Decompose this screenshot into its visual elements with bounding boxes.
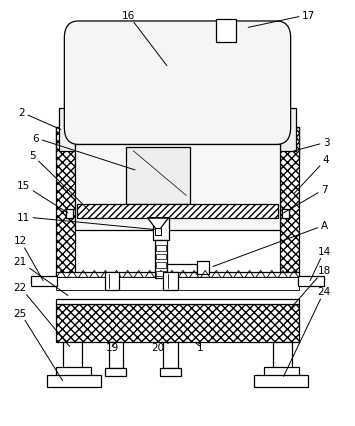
Bar [280,109,296,151]
Text: 5: 5 [29,151,89,211]
Bar [155,271,166,277]
Bar [31,277,57,286]
Bar [55,299,300,304]
Bar [163,273,178,290]
Text: 4: 4 [294,155,329,194]
Bar [217,20,236,43]
Bar [59,109,75,151]
Bar [66,209,73,219]
Bar [163,343,178,368]
Text: 1: 1 [195,342,204,352]
Text: 12: 12 [13,236,43,281]
Bar [155,263,166,268]
Text: 25: 25 [13,308,62,381]
Bar [109,343,124,368]
Bar [55,304,300,343]
Text: 22: 22 [13,282,70,347]
Text: 14: 14 [310,246,331,281]
Bar [160,368,181,377]
Bar [273,343,293,368]
Text: 24: 24 [284,287,331,377]
Bar [55,128,75,277]
Bar [55,367,91,377]
Bar [154,241,167,279]
Bar [105,273,119,290]
Bar [62,343,82,368]
FancyBboxPatch shape [64,22,291,145]
Bar [55,128,300,160]
Bar [153,217,169,241]
Bar [253,375,308,387]
Bar [167,264,197,273]
Bar [75,145,280,230]
Text: 15: 15 [17,181,68,213]
Bar [197,262,209,275]
Text: A: A [213,221,328,267]
Bar [55,278,300,290]
Text: 7: 7 [284,184,328,213]
Text: 20: 20 [152,342,170,352]
Bar [282,209,289,219]
Polygon shape [147,218,169,232]
Bar [155,246,166,251]
Text: 19: 19 [105,342,119,352]
Text: 21: 21 [13,257,68,296]
Bar [298,277,324,286]
Text: 6: 6 [33,134,135,170]
Text: 16: 16 [121,11,167,66]
Bar [155,228,161,235]
Text: 18: 18 [291,265,331,308]
Bar [264,367,300,377]
Text: 11: 11 [17,212,154,230]
Bar [47,375,102,387]
Text: 2: 2 [18,108,61,130]
Bar [105,368,126,377]
Bar [77,204,278,218]
Text: 17: 17 [248,11,315,28]
Text: 3: 3 [294,138,329,151]
Bar [280,128,300,277]
Bar [55,273,300,278]
Bar [126,147,190,204]
Bar [155,254,166,260]
